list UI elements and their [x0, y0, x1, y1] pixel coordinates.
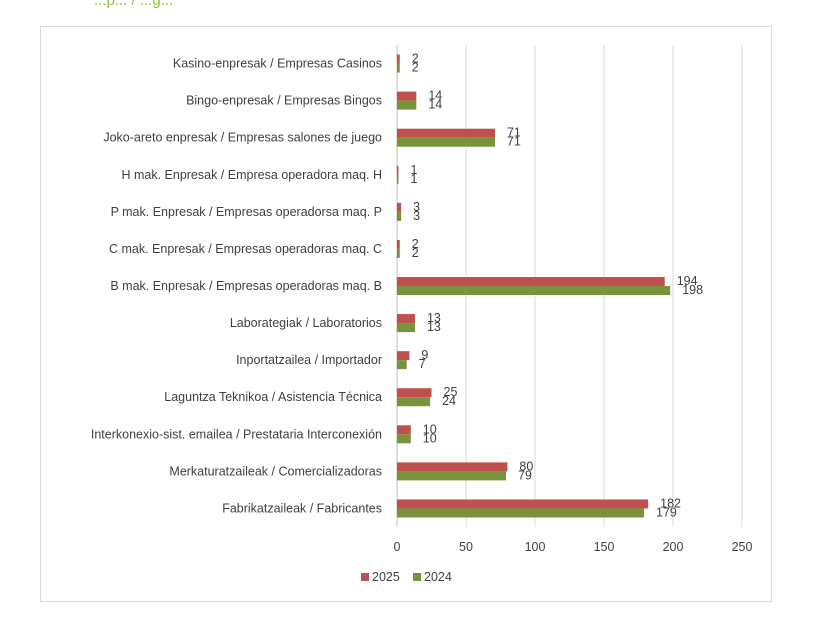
category-label: Interkonexio-sist. emailea / Prestataria… [91, 427, 382, 441]
bar-2024 [397, 248, 400, 258]
value-label-2024: 2 [412, 246, 419, 260]
bar-2025 [397, 425, 411, 435]
category-labels: Kasino-enpresak / Empresas Casinos Bingo-… [91, 57, 382, 516]
legend: 2025 2024 [361, 570, 452, 584]
value-label-2025: 71 [507, 126, 521, 140]
legend-label-2025: 2025 [372, 570, 400, 584]
value-label-2025: 182 [660, 496, 681, 510]
bar-2024 [397, 397, 431, 407]
x-tick-label: 200 [663, 540, 684, 554]
bar-2025 [397, 314, 415, 324]
value-label-2025: 9 [421, 348, 428, 362]
header-partial-text: ...p... / ...g... [94, 0, 174, 9]
bar-2024 [397, 174, 399, 184]
value-label-2024: 24 [442, 394, 456, 408]
value-label-2024: 2 [412, 61, 419, 75]
value-label-2024: 1 [411, 172, 418, 186]
value-label-2025: 3 [413, 200, 420, 214]
category-label: C mak. Enpresak / Empresas operadoras ma… [109, 242, 382, 256]
bar-2025 [397, 54, 400, 64]
value-label-2025: 25 [444, 385, 458, 399]
value-label-2025: 13 [427, 311, 441, 325]
bar-2025 [397, 388, 432, 398]
category-label: Inportatzailea / Importador [236, 353, 382, 367]
category-label: P mak. Enpresak / Empresas operadorsa ma… [111, 205, 382, 219]
bar-2025 [397, 202, 402, 212]
category-label: Bingo-enpresak / Empresas Bingos [186, 94, 382, 108]
x-tick-label: 150 [594, 540, 615, 554]
bar-2024 [397, 137, 495, 147]
bar-2024 [397, 323, 415, 333]
bar-2024 [397, 286, 671, 295]
bar-2024 [397, 471, 507, 481]
bar-2025 [397, 128, 495, 138]
value-labels: 2214147171113322194198131397252410108079… [411, 52, 704, 520]
x-tick-label: 0 [394, 540, 401, 554]
bar-2025 [397, 499, 649, 509]
bar-2024 [397, 360, 407, 370]
bar-2025 [397, 239, 400, 249]
value-label-2025: 1 [411, 163, 418, 177]
bar-2024 [397, 63, 400, 73]
value-label-2025: 2 [412, 237, 419, 251]
legend-swatch-2024 [413, 573, 421, 581]
value-label-2024: 179 [656, 505, 677, 519]
category-label: B mak. Enpresak / Empresas operadoras ma… [110, 279, 382, 293]
bar-2024 [397, 100, 417, 110]
bar-2024 [397, 434, 411, 444]
category-label: Kasino-enpresak / Empresas Casinos [173, 57, 382, 71]
value-label-2024: 3 [413, 209, 420, 223]
value-label-2024: 10 [423, 431, 437, 445]
category-label: H mak. Enpresak / Empresa operadora maq.… [121, 168, 382, 182]
x-tick-label: 250 [732, 540, 753, 554]
bar-2025 [397, 165, 399, 175]
bar-2025 [397, 351, 410, 361]
bar-2025 [397, 277, 665, 286]
category-label: Laborategiak / Laboratorios [230, 316, 382, 330]
legend-label-2024: 2024 [424, 570, 452, 584]
value-label-2024: 14 [428, 98, 442, 112]
bar-2024 [397, 211, 402, 221]
value-label-2024: 71 [507, 135, 521, 149]
category-label: Merkaturatzaileak / Comercializadoras [169, 464, 382, 478]
value-label-2024: 13 [427, 320, 441, 334]
bar-2025 [397, 462, 508, 472]
x-tick-label: 100 [525, 540, 546, 554]
value-label-2025: 80 [519, 459, 533, 473]
value-label-2024: 7 [419, 357, 426, 371]
value-label-2025: 194 [677, 274, 698, 288]
category-label: Laguntza Teknikoa / Asistencia Técnica [164, 390, 382, 404]
value-label-2025: 14 [428, 89, 442, 103]
chart-frame [40, 26, 772, 602]
bar-2025 [397, 91, 417, 101]
bars [397, 54, 671, 518]
value-label-2024: 198 [682, 283, 703, 297]
bar-2024 [397, 508, 645, 518]
category-label: Joko-areto enpresak / Empresas salones d… [103, 131, 382, 145]
category-label: Fabrikatzaileak / Fabricantes [222, 501, 382, 515]
value-label-2025: 10 [423, 422, 437, 436]
value-label-2025: 2 [412, 52, 419, 66]
legend-swatch-2025 [361, 573, 369, 581]
value-label-2024: 79 [518, 468, 532, 482]
x-tick-label: 50 [459, 540, 473, 554]
x-axis-ticks: 0 50 100 150 200 250 [394, 540, 753, 554]
